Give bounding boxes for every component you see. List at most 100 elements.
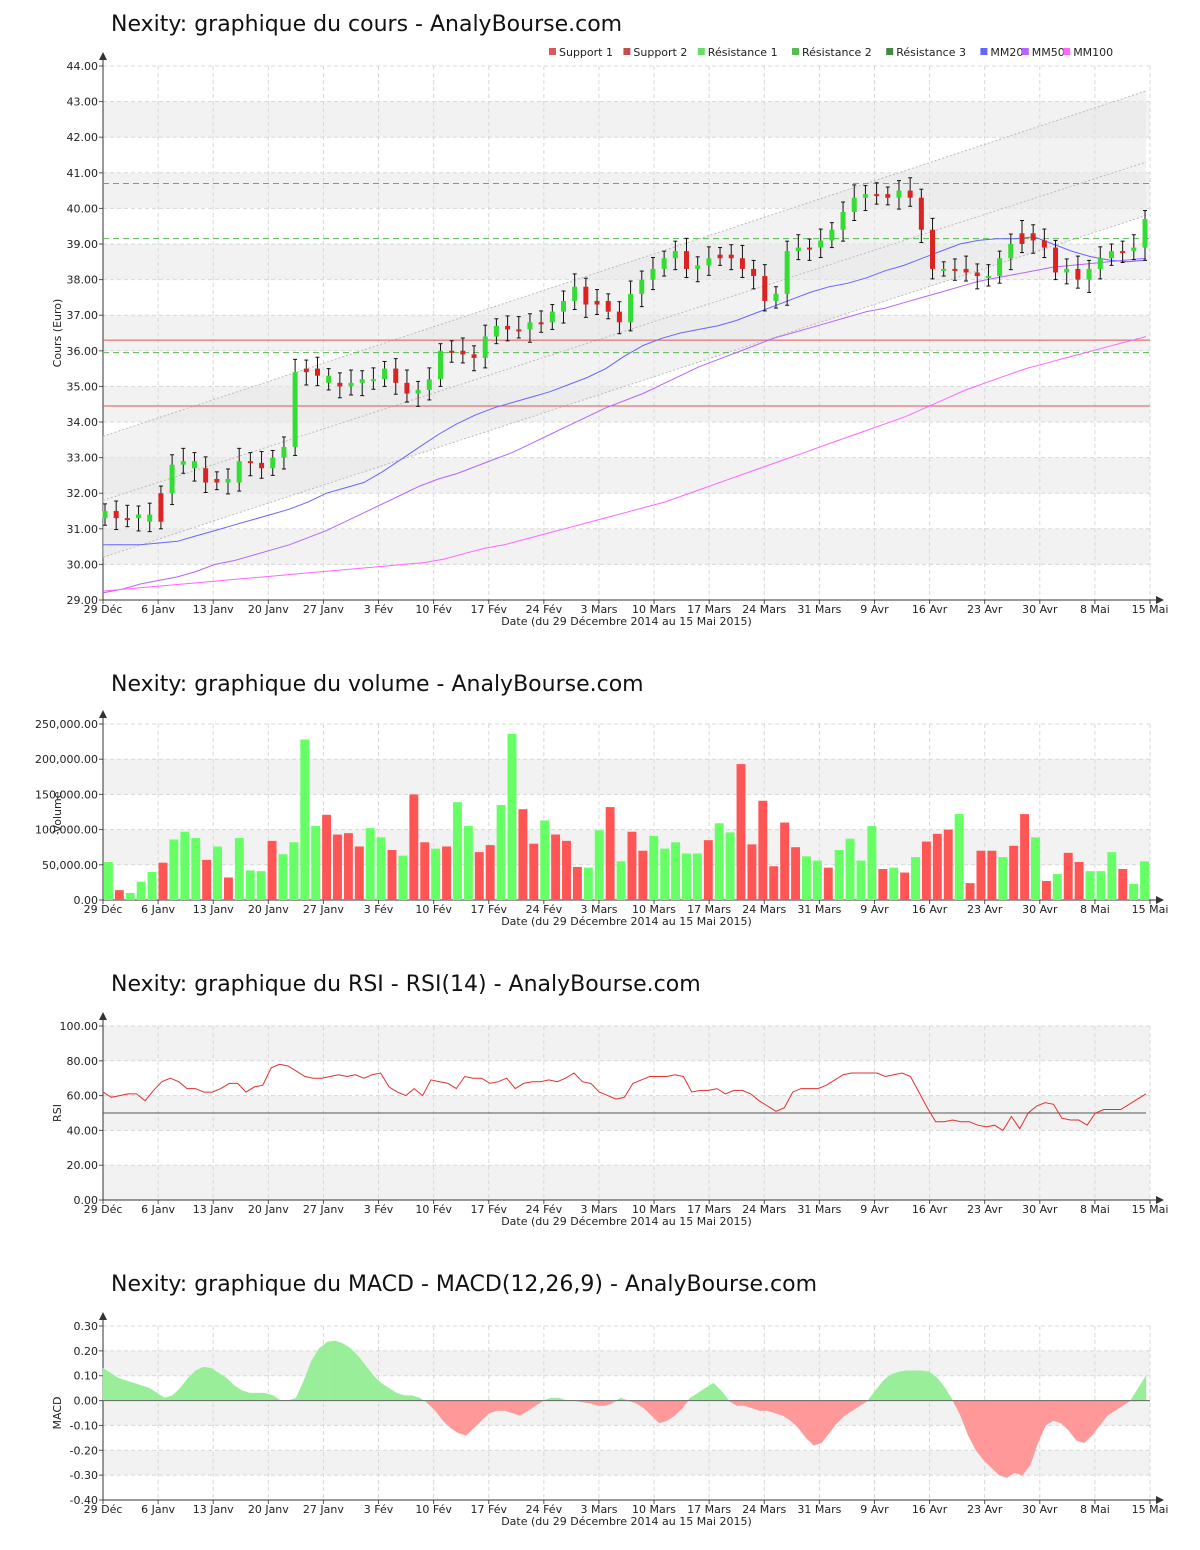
y-tick-label: 30.00 (67, 558, 99, 571)
macd-area-positive (404, 1395, 413, 1401)
x-tick-label: 30 Avr (1022, 1203, 1058, 1216)
macd-area-positive (102, 1367, 111, 1401)
volume-bar-up (998, 857, 1008, 900)
candle-down (460, 350, 466, 355)
x-tick-label: 24 Fév (526, 903, 563, 916)
volume-bar-up (954, 814, 964, 900)
candle-up (818, 240, 824, 248)
candle-up (370, 379, 376, 382)
legend-swatch (886, 48, 894, 55)
legend-swatch (623, 48, 631, 55)
y-tick-label: 80.00 (67, 1055, 99, 1068)
macd-area-positive (141, 1385, 150, 1401)
candle-up (1142, 219, 1148, 248)
volume-bar-up (692, 853, 702, 900)
x-tick-label: 10 Mars (632, 1203, 676, 1216)
grid-band (103, 1450, 1150, 1476)
x-tick-label: 16 Avr (912, 603, 948, 616)
volume-bar-up (365, 828, 375, 900)
candle-up (236, 461, 242, 483)
rsi-chart-title: Nexity: graphique du RSI - RSI(14) - Ana… (111, 972, 701, 997)
x-tick-label: 13 Janv (193, 1503, 234, 1516)
volume-bar-down (114, 890, 124, 900)
legend-label: Support 1 (559, 46, 613, 59)
x-tick-label: 16 Avr (912, 1503, 948, 1516)
grid-band (103, 528, 1150, 565)
legend-label: MM20 (990, 46, 1023, 59)
x-tick-label: 8 Mai (1080, 1203, 1110, 1216)
x-tick-label: 20 Janv (248, 903, 289, 916)
y-tick-label: 0.00 (74, 1395, 99, 1408)
x-tick-label: 17 Mars (687, 903, 731, 916)
macd-area-negative (798, 1400, 807, 1439)
volume-bar-up (845, 838, 855, 900)
macd-area-negative (975, 1400, 985, 1461)
candle-down (303, 368, 309, 373)
x-tick-label: 17 Mars (687, 1503, 731, 1516)
macd-area-positive (195, 1366, 204, 1401)
regression-channel (103, 90, 1146, 558)
y-tick-label: 43.00 (67, 96, 99, 109)
y-tick-label: 39.00 (67, 238, 99, 251)
macd-area-positive (334, 1340, 343, 1401)
legend-label: Support 2 (633, 46, 687, 59)
macd-area-negative (1076, 1400, 1085, 1444)
candle-up (426, 379, 432, 390)
candle-up (169, 464, 175, 494)
volume-bar-up (856, 860, 866, 900)
candle-down (314, 368, 320, 376)
volume-bar-up (311, 826, 321, 900)
candle-up (348, 382, 354, 387)
x-tick-label: 9 Avr (860, 903, 889, 916)
x-tick-label: 10 Fév (415, 1503, 452, 1516)
x-tick-label: 30 Avr (1022, 903, 1058, 916)
volume-bar-up (1096, 871, 1106, 900)
candle-up (1097, 258, 1103, 269)
macd-area-positive (921, 1370, 930, 1401)
candle-down (807, 247, 813, 250)
x-tick-label: 27 Janv (303, 603, 344, 616)
volume-bar-up (1052, 873, 1062, 900)
macd-area-negative (736, 1400, 745, 1406)
macd-panel: Nexity: graphique du MACD - MACD(12,26,9… (0, 1260, 1200, 1540)
candle-down (1019, 233, 1025, 244)
x-tick-label: 29 Déc (84, 1203, 123, 1216)
macd-area-negative (805, 1400, 815, 1446)
macd-area-positive (349, 1347, 359, 1401)
x-tick-label: 24 Fév (526, 1203, 563, 1216)
candle-up (997, 258, 1003, 277)
candle-down (505, 325, 511, 330)
volume-bar-down (343, 833, 353, 900)
macd-area-positive (388, 1387, 397, 1401)
candle-up (985, 276, 991, 279)
legend-swatch (792, 48, 799, 55)
macd-area-positive (883, 1373, 892, 1401)
candle-up (136, 514, 142, 519)
y-tick-label: 100,000.00 (35, 824, 98, 837)
volume-bar-up (136, 881, 146, 900)
candle-down (1041, 240, 1047, 248)
x-tick-label: 31 Mars (797, 1503, 841, 1516)
candle-down (124, 518, 130, 521)
volume-bar-down (551, 834, 561, 900)
x-tick-label: 8 Mai (1080, 903, 1110, 916)
volume-bar-down (442, 846, 451, 900)
volume-bar-up (507, 733, 517, 900)
x-tick-label: 3 Fév (364, 903, 394, 916)
macd-area-negative (458, 1400, 467, 1436)
macd-area-positive (380, 1382, 390, 1401)
legend-label: MM50 (1032, 46, 1065, 59)
x-axis-arrow (1156, 1196, 1164, 1204)
y-tick-label: 41.00 (67, 167, 99, 180)
macd-area-negative (960, 1400, 969, 1436)
volume-bar-up (649, 835, 659, 900)
macd-area-positive (110, 1372, 119, 1401)
macd-area-positive (913, 1370, 923, 1401)
y-tick-label: -0.30 (70, 1469, 98, 1482)
y-tick-label: 100.00 (60, 1020, 99, 1033)
grid-band (103, 829, 1150, 865)
macd-area-negative (821, 1400, 830, 1444)
macd-area-negative (991, 1400, 1000, 1476)
volume-bar-down (605, 807, 615, 900)
x-tick-label: 24 Fév (526, 1503, 563, 1516)
